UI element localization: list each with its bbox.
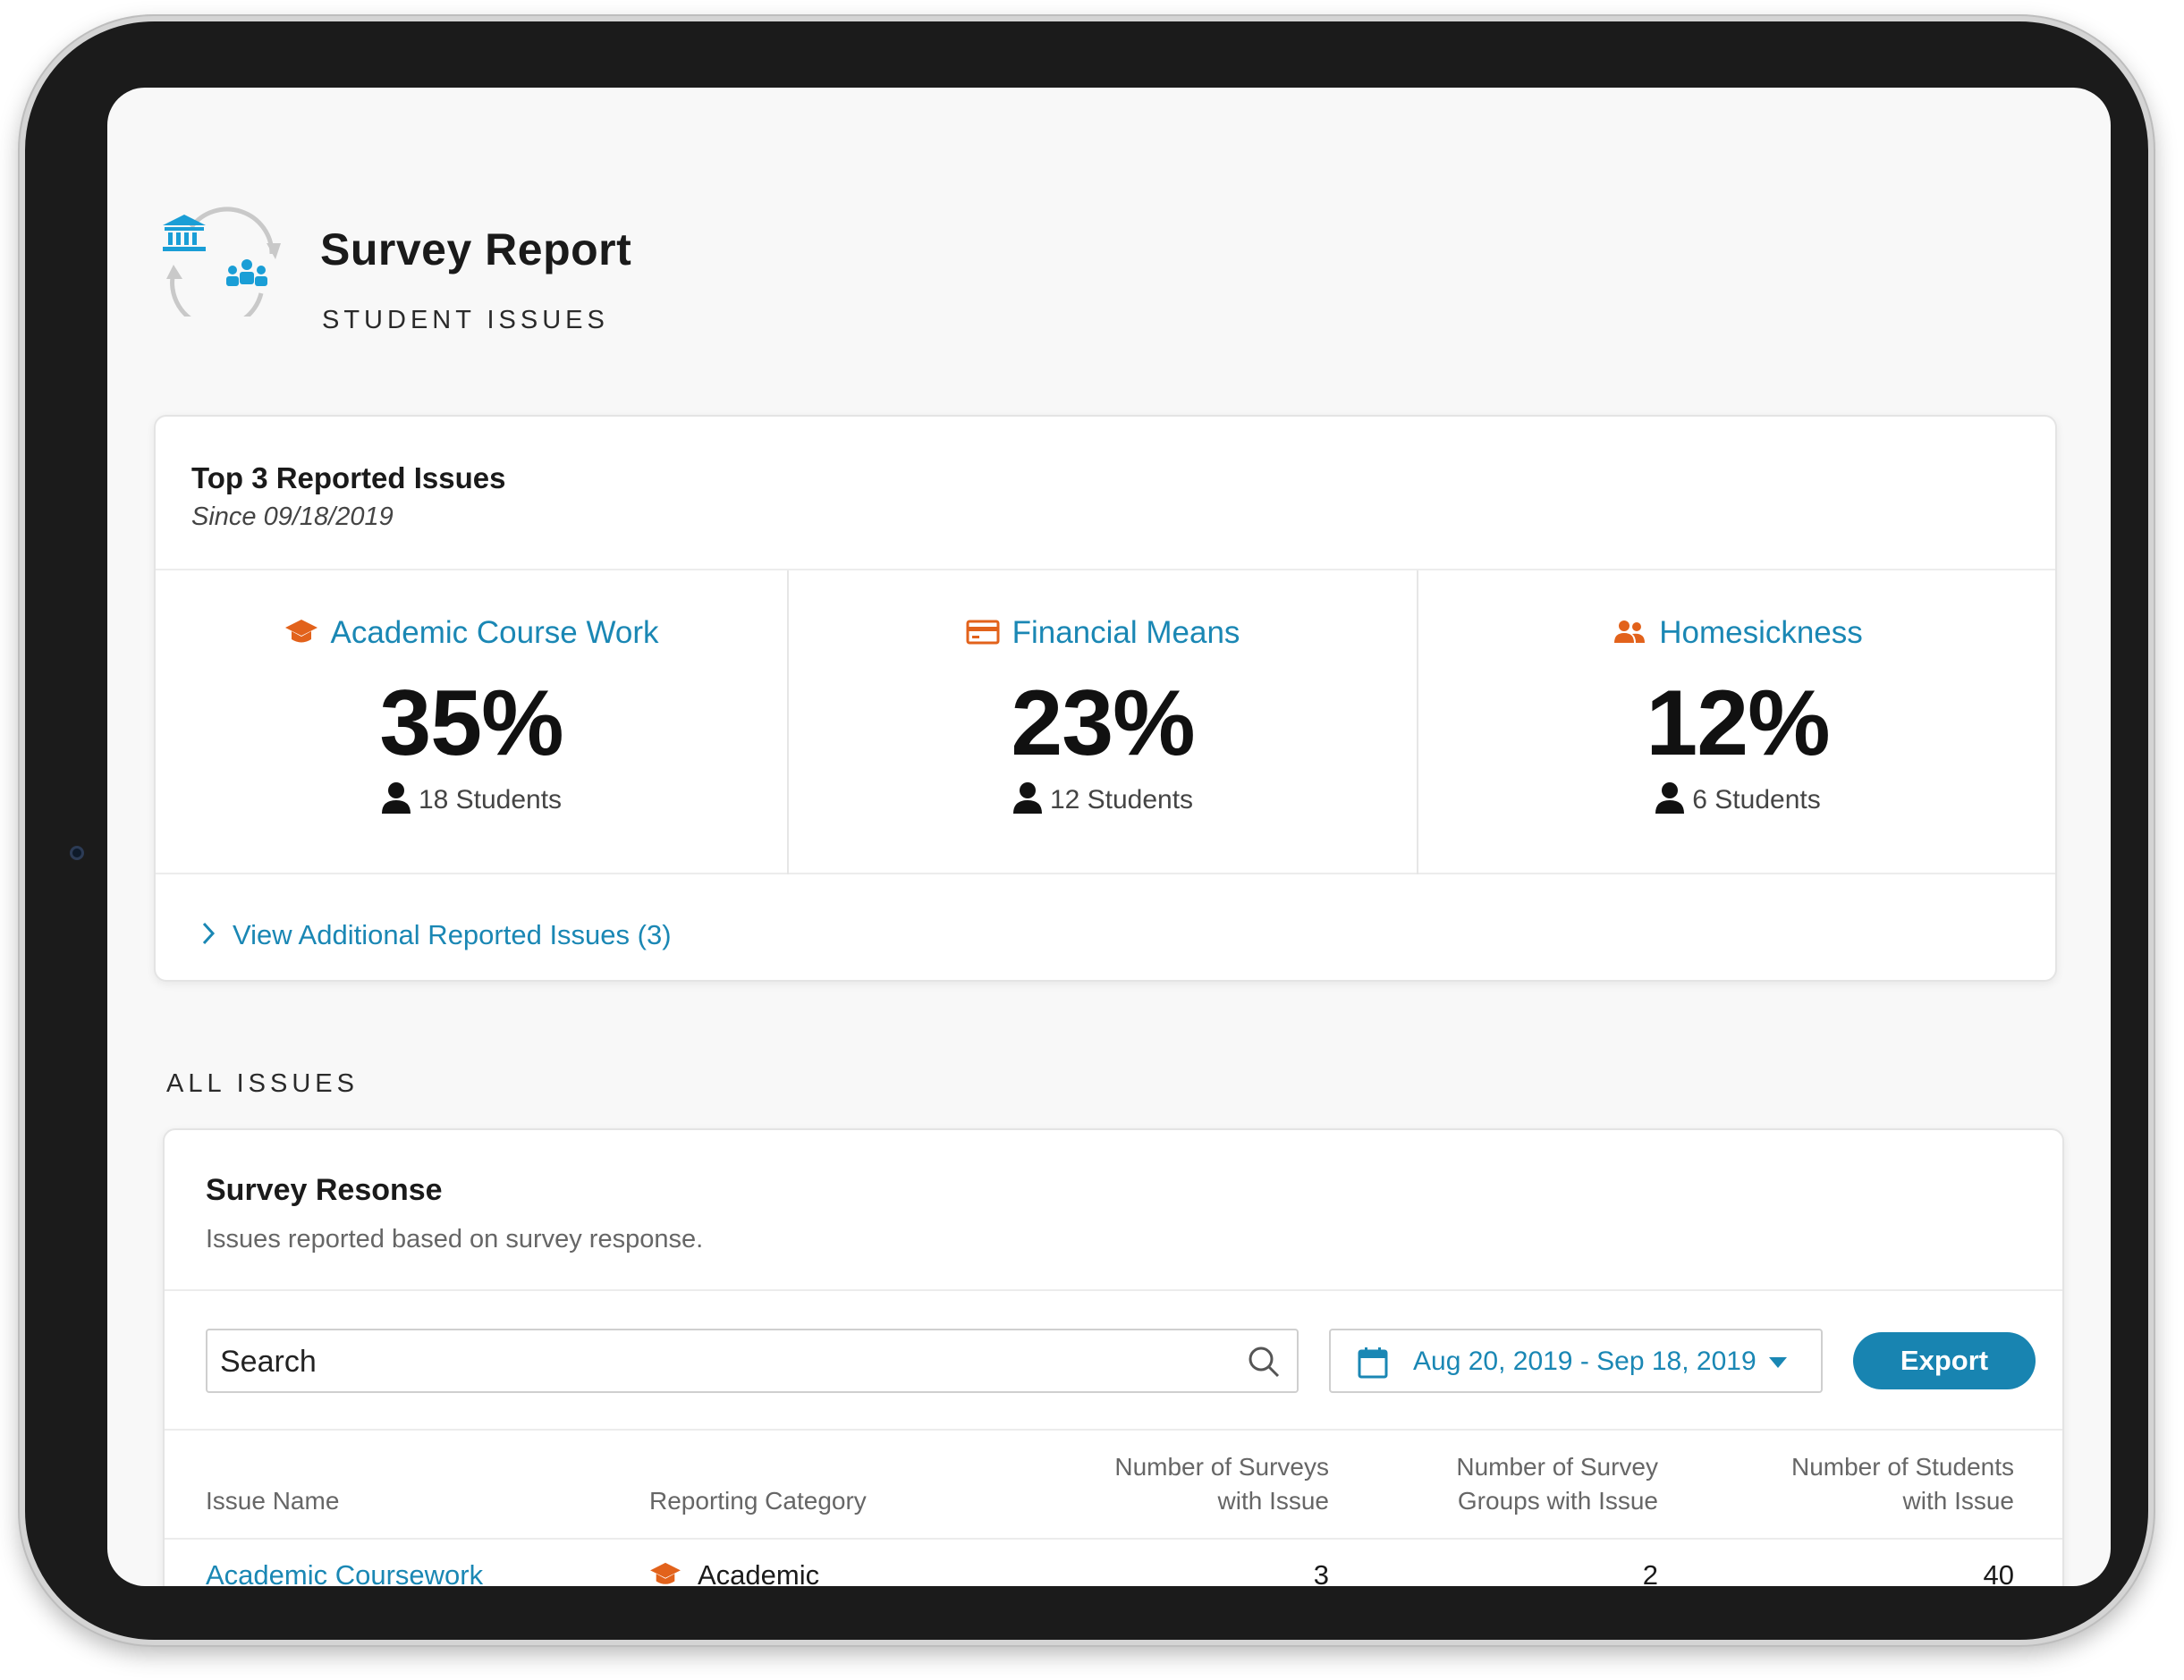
stat-label: Financial Means (1012, 615, 1240, 650)
page-title: Survey Report (320, 224, 632, 274)
column-issue-name[interactable]: Issue Name (206, 1487, 340, 1515)
view-additional-issues-link[interactable]: View Additional Reported Issues (3) (200, 919, 672, 951)
export-button[interactable]: Export (1853, 1332, 2036, 1389)
column-number-of-surveys[interactable]: Number of Surveys with Issue (1114, 1450, 1329, 1518)
issue-name-link[interactable]: Academic Coursework (206, 1559, 484, 1586)
calendar-icon (1358, 1347, 1388, 1379)
credit-card-icon (966, 620, 1000, 645)
stat-students: 18 Students (418, 785, 563, 815)
stat-percent: 23% (1011, 671, 1195, 775)
screen: Survey Report STUDENT ISSUES Top 3 Repor… (107, 88, 2111, 1586)
tablet-frame: Survey Report STUDENT ISSUES Top 3 Repor… (20, 16, 2154, 1645)
person-icon (1012, 782, 1042, 814)
column-label-line: with Issue (1902, 1487, 2015, 1515)
graduation-cap-icon (650, 1562, 681, 1584)
survey-response-title: Survey Resonse (206, 1173, 443, 1207)
camera-icon (70, 846, 84, 860)
date-range-picker[interactable]: Aug 20, 2019 - Sep 18, 2019 (1329, 1329, 1823, 1393)
search-icon[interactable] (1247, 1345, 1281, 1379)
stat-label: Homesickness (1659, 615, 1863, 650)
survey-response-header: Survey Resonse Issues reported based on … (165, 1130, 2062, 1291)
column-label-line: with Issue (1217, 1487, 1330, 1515)
stat-financial-means: Financial Means 23% 12 Students (787, 570, 1418, 874)
table-row: Academic Coursework Academic 3 2 40 (165, 1540, 2062, 1586)
stat-percent: 35% (379, 671, 563, 775)
person-icon (381, 782, 411, 814)
column-label-line: Number of Students (1790, 1453, 2014, 1481)
stat-students: 6 Students (1692, 785, 1821, 815)
column-label-line: Groups with Issue (1457, 1487, 1658, 1515)
groups-count-cell: 2 (1642, 1559, 1658, 1586)
column-number-of-students[interactable]: Number of Students with Issue (1791, 1450, 2014, 1518)
survey-report-logo-icon (163, 207, 281, 317)
date-range-value: Aug 20, 2019 - Sep 18, 2019 (1413, 1347, 1757, 1376)
column-label-line: Number of Surveys (1114, 1453, 1329, 1481)
stat-label: Academic Course Work (330, 615, 659, 650)
column-label-line: Number of Survey (1456, 1453, 1658, 1481)
stat-homesickness: Homesickness 12% 6 Students (1418, 570, 2057, 874)
top-issues-title: Top 3 Reported Issues (191, 461, 506, 494)
graduation-cap-icon (284, 620, 317, 643)
survey-response-card: Survey Resonse Issues reported based on … (163, 1128, 2064, 1586)
stat-percent: 12% (1646, 671, 1830, 775)
stat-academic-course-work: Academic Course Work 35% 18 Students (156, 570, 787, 874)
search-box (206, 1329, 1299, 1393)
column-number-of-survey-groups[interactable]: Number of Survey Groups with Issue (1456, 1450, 1658, 1518)
survey-response-description: Issues reported based on survey response… (206, 1225, 704, 1254)
top-issues-card: Top 3 Reported Issues Since 09/18/2019 A… (154, 415, 2057, 982)
surveys-count-cell: 3 (1313, 1559, 1329, 1586)
chevron-right-icon (202, 922, 216, 945)
people-icon (1614, 621, 1646, 643)
top-issues-header: Top 3 Reported Issues Since 09/18/2019 (156, 417, 2055, 570)
all-issues-label: ALL ISSUES (166, 1069, 359, 1098)
reporting-category-cell: Academic (649, 1559, 819, 1586)
view-additional-issues-label: View Additional Reported Issues (3) (233, 919, 672, 950)
category-label: Academic (698, 1559, 820, 1586)
page-subtitle: STUDENT ISSUES (322, 306, 609, 334)
top-issues-since: Since 09/18/2019 (191, 502, 394, 531)
column-reporting-category[interactable]: Reporting Category (649, 1487, 867, 1515)
stat-students: 12 Students (1049, 785, 1194, 815)
top-issues-stats: Academic Course Work 35% 18 Students (156, 570, 2055, 874)
table-header: Issue Name Reporting Category Number of … (165, 1429, 2062, 1540)
search-input[interactable] (220, 1339, 1231, 1384)
caret-down-icon (1769, 1357, 1787, 1368)
person-icon (1655, 782, 1685, 814)
students-count-cell: 40 (1983, 1559, 2014, 1586)
